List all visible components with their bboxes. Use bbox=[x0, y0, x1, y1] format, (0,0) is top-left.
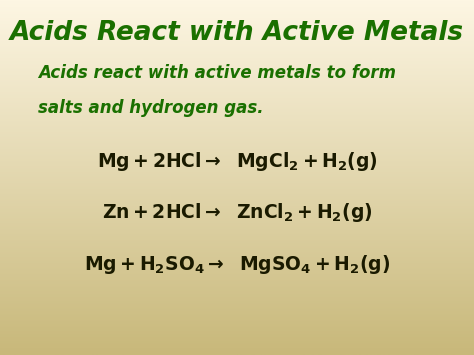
Text: Acids React with Active Metals: Acids React with Active Metals bbox=[10, 20, 464, 45]
Text: salts and hydrogen gas.: salts and hydrogen gas. bbox=[38, 99, 264, 118]
Text: $\mathbf{Mg + H_2SO_4 \rightarrow \ \ MgSO_4 + H_2(g)}$: $\mathbf{Mg + H_2SO_4 \rightarrow \ \ Mg… bbox=[84, 253, 390, 276]
Text: $\mathbf{Zn + 2HCl \rightarrow \ \ ZnCl_2 + H_2(g)}$: $\mathbf{Zn + 2HCl \rightarrow \ \ ZnCl_… bbox=[101, 202, 373, 224]
Text: Acids react with active metals to form: Acids react with active metals to form bbox=[38, 64, 396, 82]
Text: $\mathbf{Mg + 2HCl \rightarrow \ \ MgCl_2 + H_2(g)}$: $\mathbf{Mg + 2HCl \rightarrow \ \ MgCl_… bbox=[97, 150, 377, 173]
